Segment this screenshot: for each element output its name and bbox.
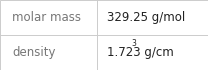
Text: density: density (12, 46, 56, 59)
Text: 329.25 g/mol: 329.25 g/mol (107, 11, 185, 24)
Text: molar mass: molar mass (12, 11, 82, 24)
Text: 3: 3 (131, 39, 136, 48)
Text: 1.723 g/cm: 1.723 g/cm (107, 46, 174, 59)
